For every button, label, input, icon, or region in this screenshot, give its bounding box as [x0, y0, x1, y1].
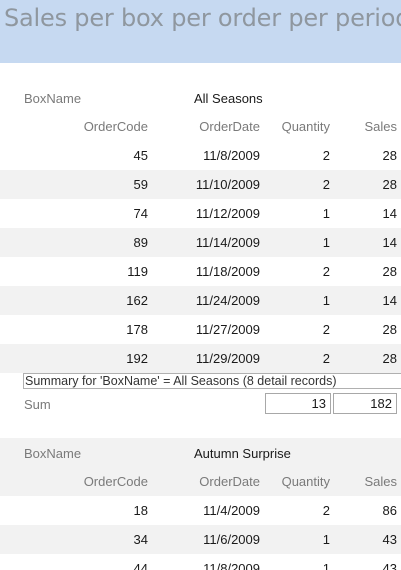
order-code-cell: 178 — [126, 322, 148, 337]
table-row: 89 11/14/2009 1 14 — [0, 228, 401, 257]
order-code-cell: 74 — [133, 206, 148, 221]
table-row: 59 11/10/2009 2 28 — [0, 170, 401, 199]
table-row: 162 11/24/2009 1 14 — [0, 286, 401, 315]
sum-quantity-box: 13 — [265, 393, 331, 414]
boxname-value: Autumn Surprise — [194, 446, 291, 461]
order-code-cell: 162 — [126, 293, 148, 308]
boxname-label: BoxName — [24, 446, 82, 461]
quantity-header: Quantity — [281, 474, 330, 489]
group-header-band — [0, 438, 401, 496]
sales-cell: 43 — [382, 561, 397, 570]
sales-cell: 86 — [382, 503, 397, 518]
order-code-cell: 45 — [133, 148, 148, 163]
order-date-cell: 11/24/2009 — [195, 293, 260, 308]
report-title: Sales per box per order per period — [4, 4, 401, 32]
order-code-cell: 119 — [127, 264, 148, 279]
table-row: 18 11/4/2009 2 86 — [0, 496, 401, 525]
quantity-cell: 2 — [322, 322, 330, 337]
quantity-cell: 1 — [322, 532, 330, 547]
group-summary: Summary for 'BoxName' = All Seasons (8 d… — [23, 373, 401, 389]
boxname-value: All Seasons — [194, 91, 263, 106]
quantity-cell: 2 — [322, 503, 330, 518]
ordercode-header: OrderCode — [83, 474, 148, 489]
table-row: 192 11/29/2009 2 28 — [0, 344, 401, 373]
table-row: 44 11/8/2009 1 43 — [0, 554, 401, 570]
sum-sales-box: 182 — [333, 393, 397, 414]
orderdate-header: OrderDate — [199, 119, 260, 134]
order-date-cell: 11/18/2009 — [195, 264, 260, 279]
sum-label: Sum — [24, 397, 51, 412]
sales-cell: 28 — [382, 148, 397, 163]
quantity-cell: 2 — [322, 264, 330, 279]
quantity-header: Quantity — [281, 119, 330, 134]
quantity-cell: 1 — [322, 561, 330, 570]
order-date-cell: 11/14/2009 — [195, 235, 260, 250]
order-code-cell: 34 — [133, 532, 148, 547]
order-code-cell: 18 — [133, 503, 148, 518]
report-header: Sales per box per order per period — [0, 0, 401, 63]
table-row: 45 11/8/2009 2 28 — [0, 141, 401, 170]
sales-cell: 14 — [382, 206, 397, 221]
table-row: 178 11/27/2009 2 28 — [0, 315, 401, 344]
boxname-label: BoxName — [24, 91, 82, 106]
quantity-cell: 2 — [322, 148, 330, 163]
quantity-cell: 1 — [322, 235, 330, 250]
order-date-cell: 11/8/2009 — [203, 148, 260, 163]
order-date-cell: 11/4/2009 — [203, 503, 260, 518]
order-code-cell: 89 — [133, 235, 148, 250]
order-code-cell: 44 — [133, 561, 148, 570]
quantity-cell: 2 — [322, 177, 330, 192]
order-date-cell: 11/10/2009 — [195, 177, 260, 192]
order-code-cell: 59 — [133, 177, 148, 192]
sales-header: Sales — [364, 119, 397, 134]
table-row: 119 11/18/2009 2 28 — [0, 257, 401, 286]
table-row: 74 11/12/2009 1 14 — [0, 199, 401, 228]
orderdate-header: OrderDate — [199, 474, 260, 489]
table-row: 34 11/6/2009 1 43 — [0, 525, 401, 554]
order-date-cell: 11/27/2009 — [195, 322, 260, 337]
order-code-cell: 192 — [126, 351, 148, 366]
order-date-cell: 11/8/2009 — [203, 561, 260, 570]
quantity-cell: 2 — [322, 351, 330, 366]
sales-cell: 28 — [382, 264, 397, 279]
quantity-cell: 1 — [322, 206, 330, 221]
order-date-cell: 11/29/2009 — [195, 351, 260, 366]
order-date-cell: 11/12/2009 — [195, 206, 260, 221]
sales-cell: 28 — [382, 322, 397, 337]
quantity-cell: 1 — [322, 293, 330, 308]
sales-cell: 43 — [382, 532, 397, 547]
sales-header: Sales — [364, 474, 397, 489]
order-date-cell: 11/6/2009 — [203, 532, 260, 547]
ordercode-header: OrderCode — [83, 119, 148, 134]
sales-cell: 14 — [382, 235, 397, 250]
sales-cell: 14 — [382, 293, 397, 308]
sales-cell: 28 — [382, 177, 397, 192]
sales-cell: 28 — [382, 351, 397, 366]
